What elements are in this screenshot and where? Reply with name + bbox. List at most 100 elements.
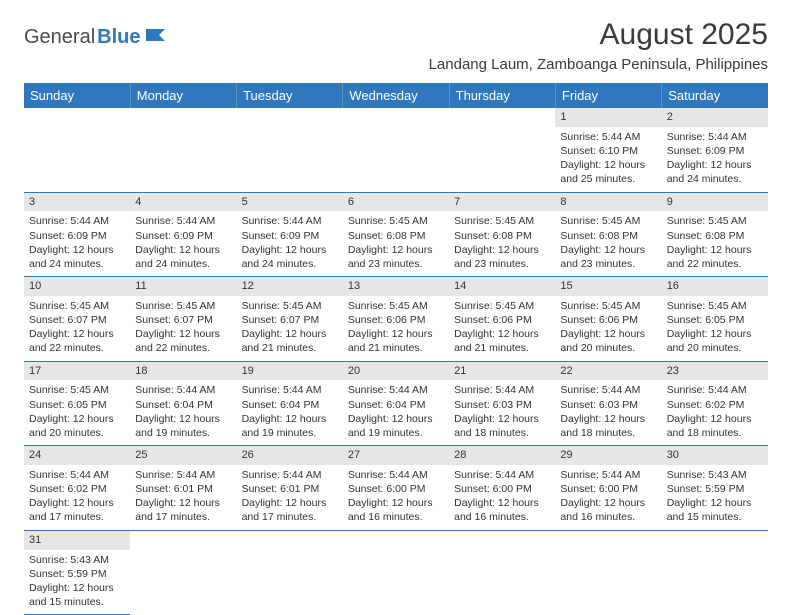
day-cell: 27Sunrise: 5:44 AMSunset: 6:00 PMDayligh… [343,446,449,531]
day-cell [555,530,661,615]
sunrise-text: Sunrise: 5:44 AM [454,383,550,397]
daylight-text-2: and 24 minutes. [29,257,125,271]
day-cell: 2Sunrise: 5:44 AMSunset: 6:09 PMDaylight… [662,108,768,192]
logo-text-general: General [24,26,95,49]
day-number: 1 [555,108,661,127]
day-body: Sunrise: 5:45 AMSunset: 6:08 PMDaylight:… [343,211,449,276]
day-number: 2 [662,108,768,127]
sunset-text: Sunset: 6:01 PM [242,482,338,496]
day-header: Tuesday [237,83,343,108]
day-cell: 24Sunrise: 5:44 AMSunset: 6:02 PMDayligh… [24,446,130,531]
sunrise-text: Sunrise: 5:45 AM [29,299,125,313]
day-number: 30 [662,446,768,465]
day-cell: 8Sunrise: 5:45 AMSunset: 6:08 PMDaylight… [555,192,661,277]
daylight-text-2: and 15 minutes. [29,595,125,609]
daylight-text-1: Daylight: 12 hours [348,327,444,341]
sunrise-text: Sunrise: 5:44 AM [348,383,444,397]
daylight-text-1: Daylight: 12 hours [560,158,656,172]
day-body: Sunrise: 5:44 AMSunset: 6:04 PMDaylight:… [130,380,236,445]
month-title: August 2025 [429,18,768,52]
day-cell: 19Sunrise: 5:44 AMSunset: 6:04 PMDayligh… [237,361,343,446]
day-body: Sunrise: 5:44 AMSunset: 6:00 PMDaylight:… [343,465,449,530]
daylight-text-1: Daylight: 12 hours [667,412,763,426]
daylight-text-1: Daylight: 12 hours [135,412,231,426]
sunset-text: Sunset: 6:00 PM [560,482,656,496]
daylight-text-1: Daylight: 12 hours [348,412,444,426]
day-body: Sunrise: 5:44 AMSunset: 6:00 PMDaylight:… [449,465,555,530]
day-number: 22 [555,362,661,381]
day-body: Sunrise: 5:44 AMSunset: 6:10 PMDaylight:… [555,127,661,192]
sunrise-text: Sunrise: 5:44 AM [667,383,763,397]
sunset-text: Sunset: 6:05 PM [29,398,125,412]
day-cell [24,108,130,192]
day-cell: 14Sunrise: 5:45 AMSunset: 6:06 PMDayligh… [449,277,555,362]
sunrise-text: Sunrise: 5:44 AM [135,214,231,228]
day-header: Friday [555,83,661,108]
day-cell [662,530,768,615]
day-number: 20 [343,362,449,381]
daylight-text-2: and 21 minutes. [454,341,550,355]
day-cell: 7Sunrise: 5:45 AMSunset: 6:08 PMDaylight… [449,192,555,277]
day-cell [237,530,343,615]
sunset-text: Sunset: 6:10 PM [560,144,656,158]
sunset-text: Sunset: 6:08 PM [560,229,656,243]
day-number: 26 [237,446,343,465]
daylight-text-2: and 16 minutes. [560,510,656,524]
sunset-text: Sunset: 6:03 PM [560,398,656,412]
sunset-text: Sunset: 6:09 PM [667,144,763,158]
day-cell [237,108,343,192]
day-body: Sunrise: 5:43 AMSunset: 5:59 PMDaylight:… [662,465,768,530]
daylight-text-1: Daylight: 12 hours [560,496,656,510]
day-number: 8 [555,193,661,212]
day-number: 28 [449,446,555,465]
daylight-text-2: and 23 minutes. [348,257,444,271]
sunrise-text: Sunrise: 5:44 AM [667,130,763,144]
day-number: 31 [24,531,130,550]
day-cell [343,530,449,615]
sunset-text: Sunset: 6:09 PM [29,229,125,243]
day-cell: 3Sunrise: 5:44 AMSunset: 6:09 PMDaylight… [24,192,130,277]
day-number: 6 [343,193,449,212]
daylight-text-1: Daylight: 12 hours [135,496,231,510]
day-number: 27 [343,446,449,465]
daylight-text-1: Daylight: 12 hours [242,412,338,426]
daylight-text-1: Daylight: 12 hours [667,327,763,341]
sunrise-text: Sunrise: 5:44 AM [135,383,231,397]
day-cell: 9Sunrise: 5:45 AMSunset: 6:08 PMDaylight… [662,192,768,277]
sunrise-text: Sunrise: 5:45 AM [454,299,550,313]
day-cell: 21Sunrise: 5:44 AMSunset: 6:03 PMDayligh… [449,361,555,446]
week-row: 24Sunrise: 5:44 AMSunset: 6:02 PMDayligh… [24,446,768,531]
daylight-text-1: Daylight: 12 hours [454,412,550,426]
title-block: August 2025 Landang Laum, Zamboanga Peni… [429,18,768,73]
day-cell: 10Sunrise: 5:45 AMSunset: 6:07 PMDayligh… [24,277,130,362]
week-row: 31Sunrise: 5:43 AMSunset: 5:59 PMDayligh… [24,530,768,615]
sunset-text: Sunset: 5:59 PM [29,567,125,581]
sunrise-text: Sunrise: 5:45 AM [560,299,656,313]
day-body: Sunrise: 5:44 AMSunset: 6:04 PMDaylight:… [237,380,343,445]
daylight-text-1: Daylight: 12 hours [454,496,550,510]
daylight-text-1: Daylight: 12 hours [667,496,763,510]
sunrise-text: Sunrise: 5:45 AM [560,214,656,228]
sunset-text: Sunset: 6:00 PM [348,482,444,496]
daylight-text-2: and 25 minutes. [560,172,656,186]
day-number: 25 [130,446,236,465]
sunset-text: Sunset: 6:08 PM [667,229,763,243]
sunset-text: Sunset: 6:07 PM [135,313,231,327]
day-cell [130,530,236,615]
daylight-text-1: Daylight: 12 hours [560,412,656,426]
day-cell: 17Sunrise: 5:45 AMSunset: 6:05 PMDayligh… [24,361,130,446]
day-number: 9 [662,193,768,212]
sunrise-text: Sunrise: 5:44 AM [560,468,656,482]
sunset-text: Sunset: 6:02 PM [667,398,763,412]
daylight-text-1: Daylight: 12 hours [135,243,231,257]
day-header: Monday [130,83,236,108]
sunrise-text: Sunrise: 5:45 AM [348,299,444,313]
day-body: Sunrise: 5:44 AMSunset: 6:03 PMDaylight:… [555,380,661,445]
daylight-text-1: Daylight: 12 hours [29,412,125,426]
day-cell [449,108,555,192]
daylight-text-2: and 19 minutes. [242,426,338,440]
day-number: 17 [24,362,130,381]
day-cell [343,108,449,192]
day-cell: 18Sunrise: 5:44 AMSunset: 6:04 PMDayligh… [130,361,236,446]
logo: General Blue [24,18,169,49]
